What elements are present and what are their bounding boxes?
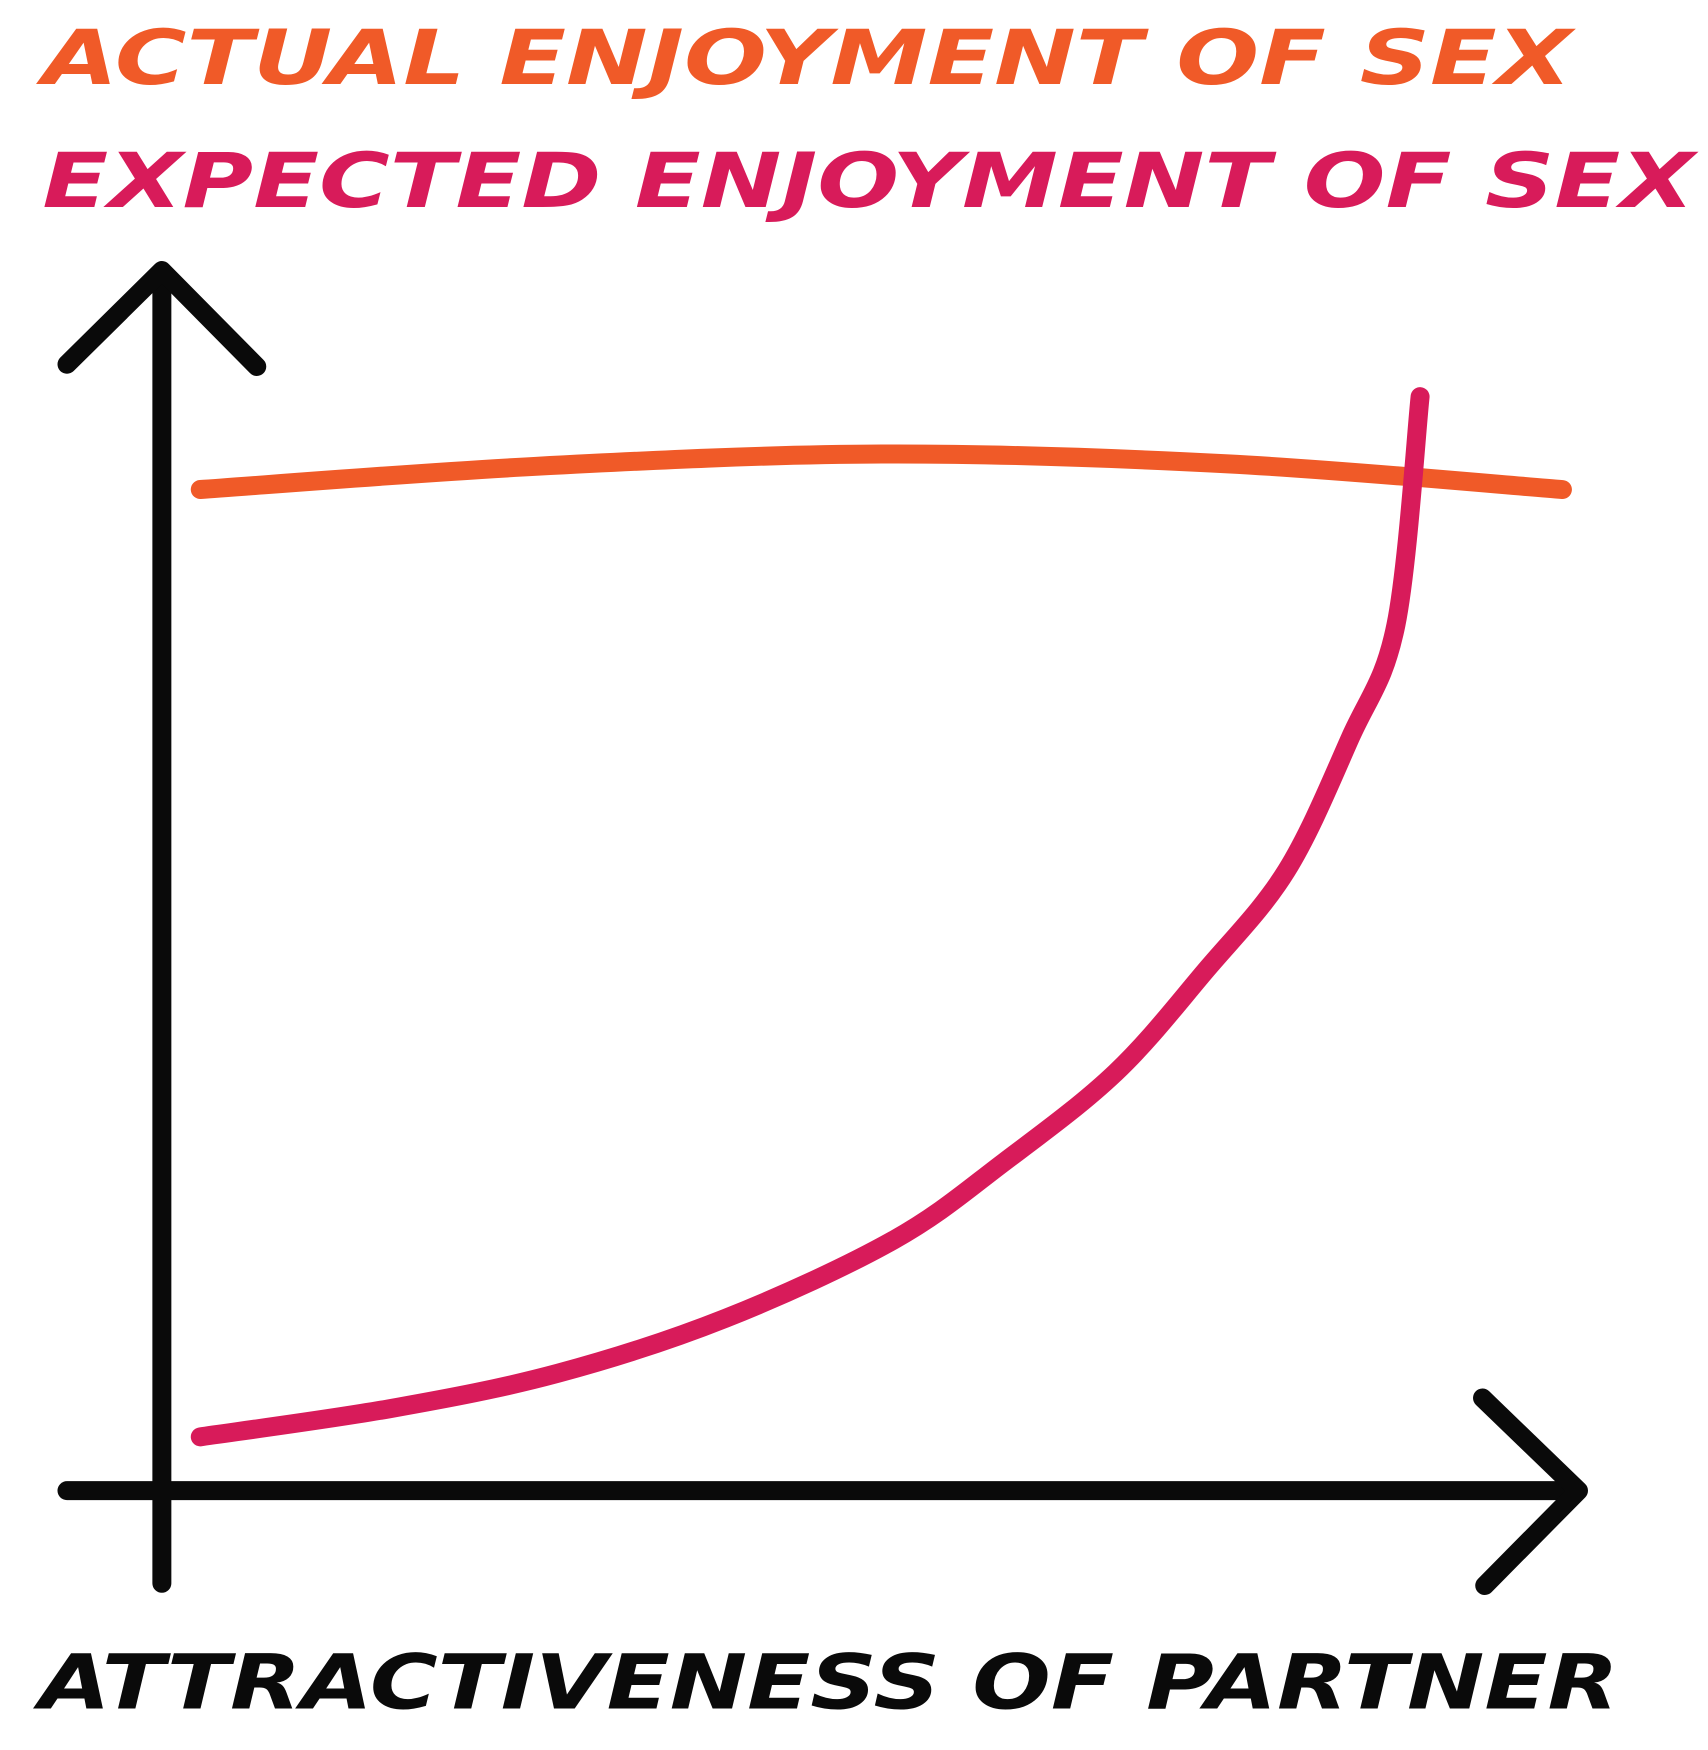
- series-line: [190, 387, 1430, 1447]
- x-axis-arrow: [1473, 1388, 1588, 1596]
- legend-entry: EXPECTED ENJOYMENT OF SEX: [42, 137, 1699, 225]
- y-axis-arrow: [57, 261, 267, 376]
- axes: [57, 261, 1588, 1596]
- legend-entry: ACTUAL ENJOYMENT OF SEX: [36, 14, 1576, 102]
- series-line: [190, 444, 1572, 500]
- x-axis-label: ATTRACTIVENESS OF PARTNER: [33, 1638, 1619, 1726]
